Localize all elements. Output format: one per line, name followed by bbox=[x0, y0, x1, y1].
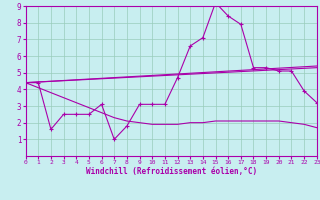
X-axis label: Windchill (Refroidissement éolien,°C): Windchill (Refroidissement éolien,°C) bbox=[86, 167, 257, 176]
